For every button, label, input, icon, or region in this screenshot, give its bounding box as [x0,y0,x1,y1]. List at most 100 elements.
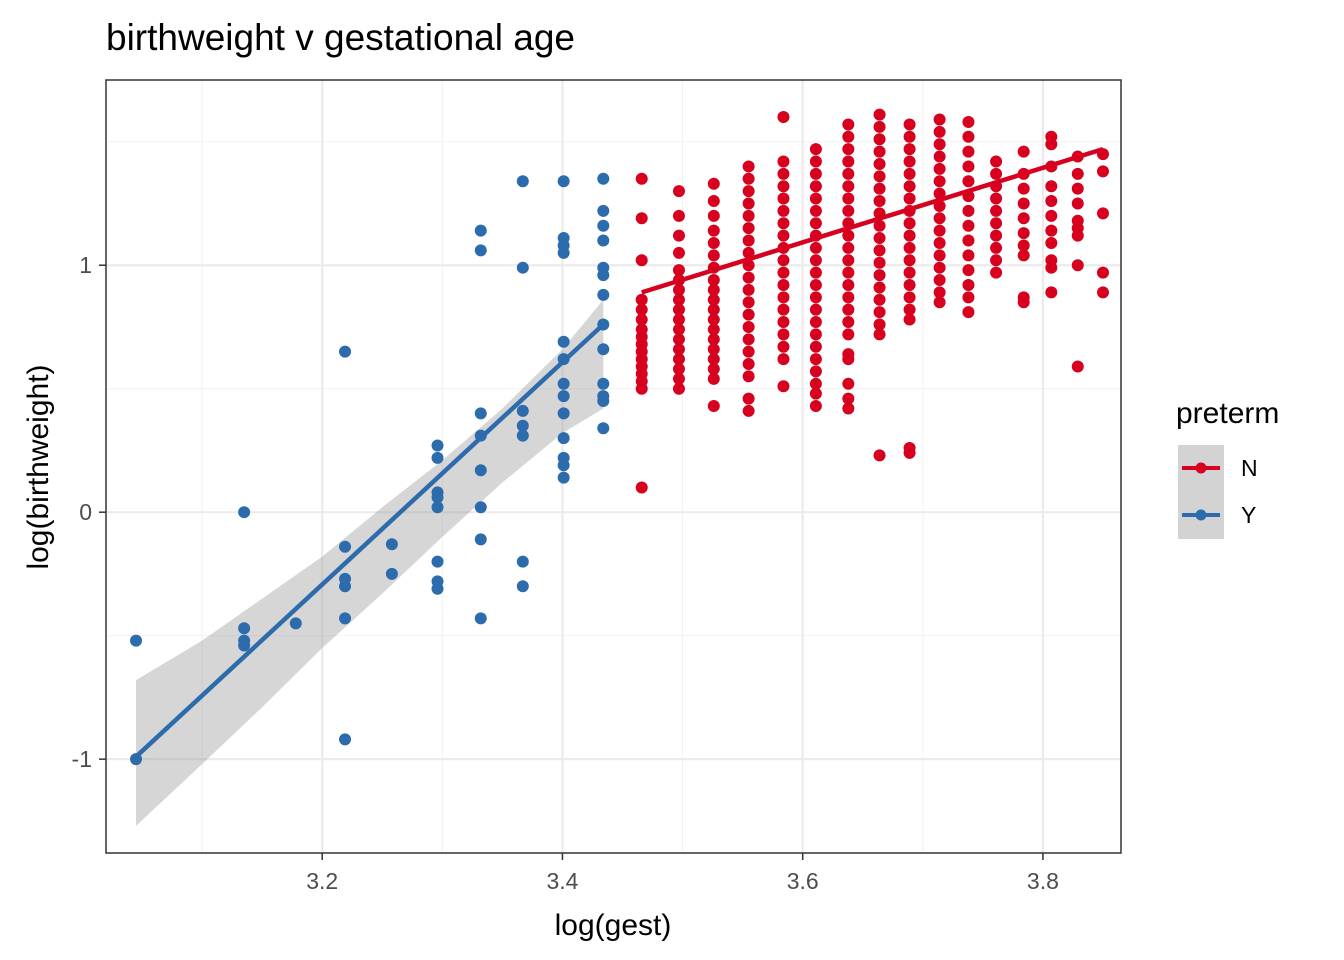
point-N [842,316,855,329]
point-N [777,204,790,217]
point-Y [339,612,352,625]
point-N [809,241,822,254]
point-N [903,180,916,193]
point-N [809,217,822,230]
point-Y [474,224,487,237]
point-N [742,234,755,247]
point-N [742,185,755,198]
point-Y [474,464,487,477]
point-N [903,254,916,267]
point-N [809,340,822,353]
legend-label-N: N [1241,455,1258,481]
point-N [1017,249,1030,262]
point-N [990,204,1003,217]
point-N [672,313,685,326]
point-N [809,278,822,291]
point-N [1045,286,1058,299]
point-N [873,108,886,121]
point-Y [597,172,610,185]
point-N [873,232,886,245]
point-N [842,278,855,291]
point-N [933,261,946,274]
point-N [933,224,946,237]
point-N [990,254,1003,267]
point-N [707,343,720,356]
point-N [903,278,916,291]
plot-panel-background [106,80,1121,853]
fit-line-layer [134,147,1104,759]
point-Y [597,343,610,356]
point-N [873,120,886,133]
point-N [990,266,1003,279]
y-tick-label: -1 [72,746,92,772]
point-Y [516,555,529,568]
point-Y [597,219,610,232]
point-N [873,244,886,257]
point-N [742,308,755,321]
point-Y [597,269,610,282]
point-N [672,333,685,346]
point-N [903,241,916,254]
point-N [707,303,720,316]
point-Y [238,506,251,519]
point-Y [474,407,487,420]
point-Y [557,407,570,420]
point-N [842,118,855,131]
point-N [742,160,755,173]
point-N [707,177,720,190]
point-N [742,404,755,417]
point-N [1017,197,1030,210]
point-N [707,283,720,296]
point-N [777,217,790,230]
point-N [707,399,720,412]
point-N [809,204,822,217]
point-Y [516,580,529,593]
point-N [707,333,720,346]
point-Y [385,538,398,551]
point-N [742,209,755,222]
point-Y [431,451,444,464]
point-N [903,229,916,242]
point-N [809,316,822,329]
point-N [707,274,720,287]
point-N [962,175,975,188]
point-N [777,266,790,279]
point-Y [597,204,610,217]
point-N [842,353,855,366]
point-Y [516,261,529,274]
x-tick-label: 3.4 [546,868,578,894]
point-N [842,130,855,143]
point-N [873,133,886,146]
point-N [933,162,946,175]
y-axis: -1 0 1 [72,252,106,772]
point-Y [431,555,444,568]
point-N [903,266,916,279]
point-N [990,229,1003,242]
point-N [672,372,685,385]
chart-title: birthweight v gestational age [106,17,575,58]
point-Y [516,429,529,442]
point-N [742,197,755,210]
point-N [809,353,822,366]
point-N [873,219,886,232]
point-N [809,328,822,341]
point-N [990,217,1003,230]
point-N [1071,360,1084,373]
point-N [809,377,822,390]
point-N [635,382,648,395]
point-N [635,212,648,225]
point-N [635,172,648,185]
point-N [1017,182,1030,195]
point-Y [238,622,251,635]
point-N [842,377,855,390]
point-N [742,333,755,346]
point-N [1017,227,1030,240]
point-N [962,278,975,291]
point-N [707,293,720,306]
point-N [707,353,720,366]
point-N [1017,212,1030,225]
point-N [672,343,685,356]
point-N [842,254,855,267]
point-N [933,113,946,126]
point-N [962,160,975,173]
